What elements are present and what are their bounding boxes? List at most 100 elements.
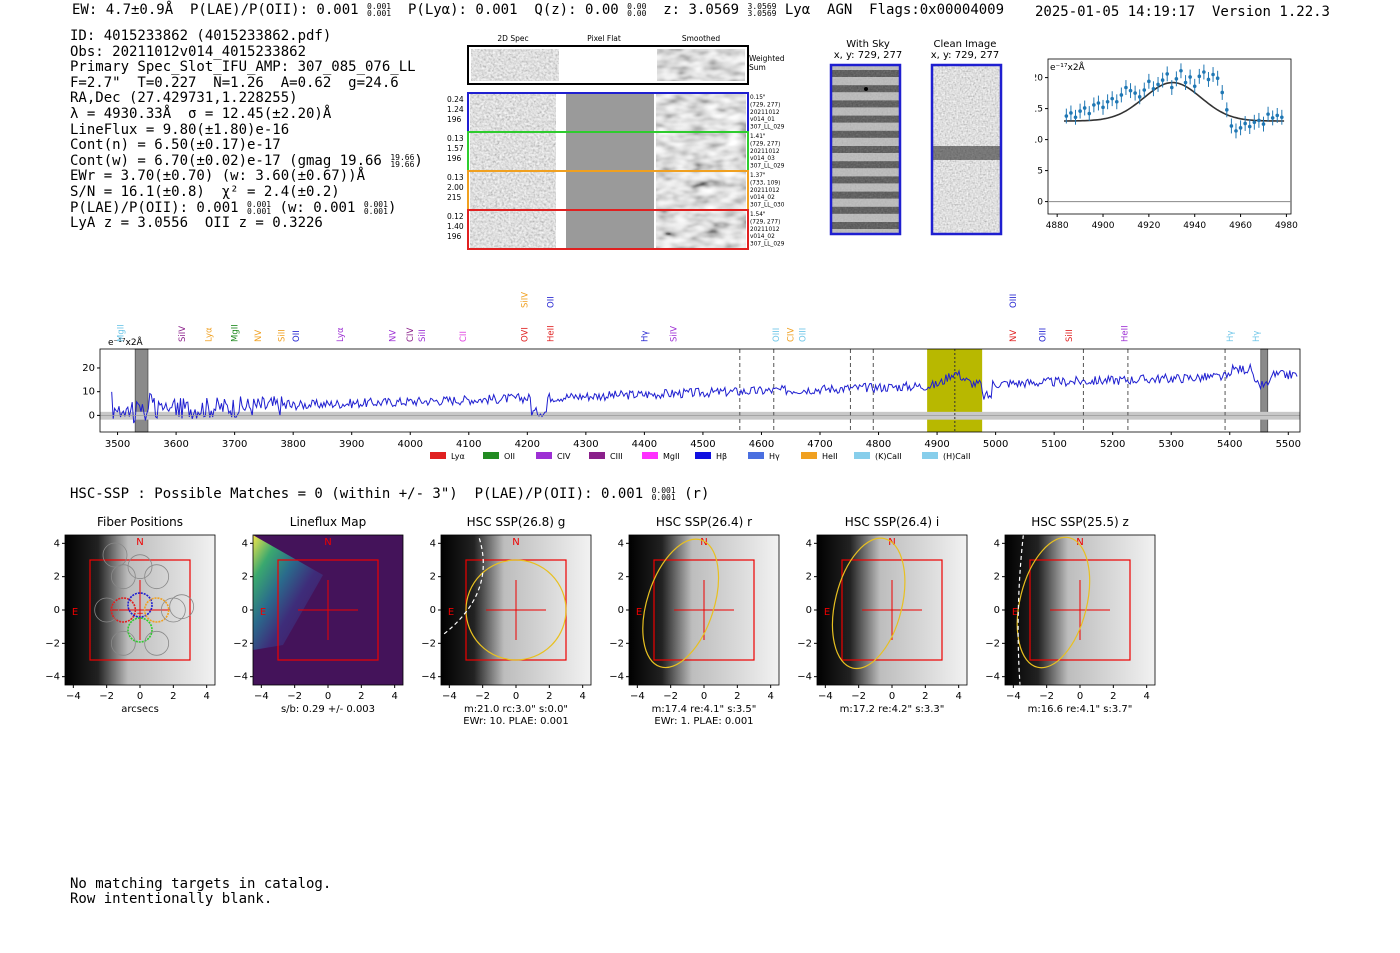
zoom-data-point: [1211, 72, 1215, 77]
zoom-data-point: [1188, 75, 1192, 79]
zoom-plot-frame: [1047, 58, 1292, 215]
zoom-data-point: [1142, 88, 1147, 92]
panel-y-tick-label: 4: [994, 538, 1000, 549]
emission-line-label: Lyα: [204, 327, 214, 342]
aperture-ellipse: [465, 559, 567, 661]
with-sky-coords: x, y: 729, 277: [834, 50, 903, 61]
panel-y-tick-label: 4: [54, 538, 60, 549]
legend-swatch: [748, 452, 764, 459]
emission-line-label: OVI: [520, 327, 530, 342]
panel-caption: m:21.0 rc:3.0" s:0.0": [464, 704, 568, 715]
fiber-row-right-label: v014_02: [750, 195, 775, 201]
emission-line-name: NV: [1009, 330, 1019, 342]
fiber-row-right-label: (733, 109): [750, 180, 780, 186]
emission-line-label: NV: [1009, 330, 1019, 342]
legend-swatch: [854, 452, 870, 459]
info-radec: RA,Dec (27.429731,1.228255): [70, 90, 298, 107]
emission-line-name: OIII: [798, 328, 808, 342]
zoom-x-tick-label: 4940: [1183, 221, 1206, 231]
fiber-2d-spec: [470, 94, 556, 131]
north-label: N: [1076, 537, 1083, 548]
zoom-fit-curve: [1064, 81, 1285, 122]
emission-line-name: MgII: [116, 324, 126, 342]
zoom-data-point: [1092, 103, 1096, 107]
spectrum-y-tick-label: 0: [89, 410, 95, 421]
footer-line-2: Row intentionally blank.: [70, 891, 273, 907]
lineflux-map-wedge: [253, 535, 323, 650]
panel-y-tick-label: 2: [994, 572, 1000, 583]
fiber-circle: [110, 630, 136, 656]
panel-y-tick-label: 0: [242, 605, 248, 616]
spectrum-x-tick-label: 5500: [1276, 439, 1301, 450]
fiber-row-left-label: 196: [447, 154, 462, 163]
spectrum-x-tick-label: 3500: [105, 439, 130, 450]
fiber-pixel-flat: [566, 211, 654, 248]
fiber-row-right-label: 307_LL_029: [750, 125, 785, 131]
emission-line-label: OIII: [798, 328, 808, 342]
fiber-row-left-label: 196: [447, 232, 462, 241]
legend-swatch: [695, 452, 711, 459]
spectrum-x-tick-label: 3900: [339, 439, 364, 450]
panel-x-tick-label: 4: [955, 691, 961, 702]
north-label: N: [136, 537, 143, 548]
zoom-y-tick-label: 15: [1035, 105, 1043, 115]
zoom-data-point: [1114, 99, 1119, 104]
zoom-y-tick-label: 10: [1035, 136, 1043, 146]
north-label: N: [324, 537, 331, 548]
spectrum-frame: [99, 348, 1301, 433]
zoom-data-point: [1179, 68, 1183, 73]
search-box: [89, 559, 191, 661]
panel-y-tick-label: 4: [806, 538, 812, 549]
fiber-row-left-label: 0.13: [447, 173, 464, 182]
zoom-data-point: [1147, 79, 1151, 84]
spectrum-x-tick-label: 5000: [983, 439, 1008, 450]
zoom-y-tick-label: 20: [1035, 74, 1043, 84]
spectrum-x-tick-label: 4200: [515, 439, 540, 450]
panel-x-tick-label: 4: [391, 691, 397, 702]
panel-y-tick-label: −4: [609, 672, 624, 683]
zoom-data-point: [1137, 95, 1142, 99]
fiber-smoothed: [656, 172, 746, 209]
zoom-data-point: [1165, 72, 1170, 76]
clean-emission-trace: [933, 146, 1000, 160]
panel-title: HSC SSP(26.4) i: [845, 515, 940, 529]
zoom-data-point: [1266, 112, 1270, 116]
emission-line-label: Lyα: [336, 327, 346, 342]
fiber-row-left-label: 1.24: [447, 105, 464, 114]
zoom-data-point: [1078, 109, 1082, 113]
fiber-2d-spec: [470, 133, 556, 170]
zoom-data-point: [1124, 85, 1128, 90]
legend-swatch: [922, 452, 938, 459]
fiber-row-left-label: 0.13: [447, 134, 464, 143]
spectrum-x-tick-label: 3800: [280, 439, 305, 450]
footer-line-1: No matching targets in catalog.: [70, 876, 332, 892]
panel-caption: s/b: 0.29 +/- 0.003: [281, 704, 375, 715]
zoom-x-tick-label: 4980: [1275, 221, 1298, 231]
emission-line-label: SiIV: [520, 292, 530, 308]
with-sky-title: With Sky: [846, 39, 890, 50]
zoom-data-point: [1105, 99, 1110, 104]
fiber-2d-spec: [470, 211, 556, 248]
source-contour: [442, 538, 484, 636]
fiber-circle: [127, 554, 153, 580]
panel-y-tick-label: −2: [985, 638, 1000, 649]
north-label: N: [700, 537, 707, 548]
panel-y-tick-label: −2: [421, 638, 436, 649]
fiber-circle: [143, 597, 170, 623]
emission-line-name: OIII: [1038, 328, 1048, 342]
fiber-row-right-label: v014_03: [750, 156, 775, 162]
panel-x-tick-label: −2: [287, 691, 302, 702]
weighted-sum-label: Weighted: [749, 54, 785, 63]
info-lineflux: LineFlux = 9.80(±1.80)e-16: [70, 121, 290, 138]
fiber-smoothed: [656, 94, 746, 131]
fiber-pixel-flat: [566, 172, 654, 209]
header-ew: EW: 4.7±0.9Å P(LAE)/P(OII): 0.001: [72, 2, 359, 18]
zoom-y-tick-label: 0: [1037, 198, 1043, 208]
panel-x-tick-label: 0: [325, 691, 331, 702]
emission-line-name: SiII: [418, 329, 428, 342]
zoom-unit-label: e⁻¹⁷x2Å: [1050, 61, 1086, 73]
emission-line-label: OIII: [772, 328, 782, 342]
